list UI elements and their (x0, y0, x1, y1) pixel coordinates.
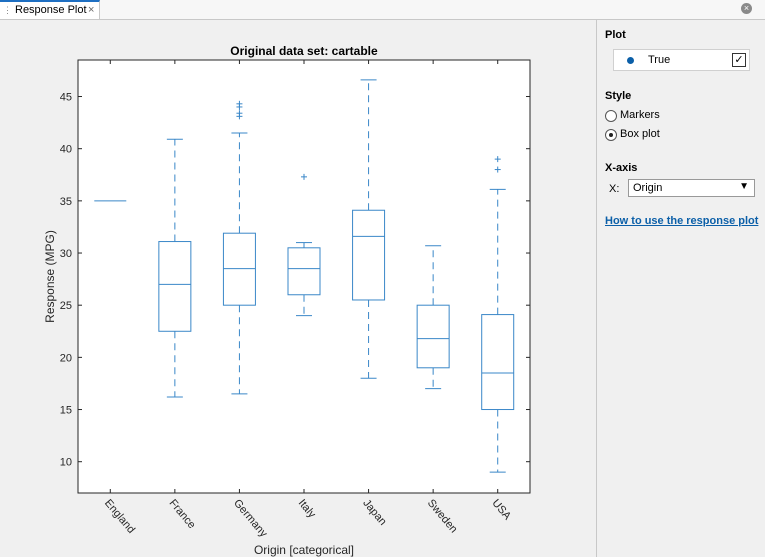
plot-area: Original data set: cartable 10 15 20 25 30 35 4… (0, 20, 596, 557)
radio-markers-button[interactable] (605, 110, 617, 122)
help-link[interactable]: How to use the response plot (605, 215, 759, 227)
tab-close-icon[interactable]: × (88, 4, 95, 16)
plot-frame (77, 59, 531, 494)
x-tick-label: France (167, 497, 198, 531)
response-boxplot: Original data set: cartable 10 15 20 25 30 35 4… (43, 44, 531, 557)
tab-title[interactable]: Response Plot (15, 4, 87, 16)
box (158, 241, 192, 332)
xaxis-heading: X-axis (605, 162, 638, 174)
y-tick-label: 30 (60, 248, 72, 260)
tab-bar: ⋮ Response Plot × × (0, 0, 765, 20)
y-tick-label: 45 (60, 92, 72, 104)
box (481, 314, 515, 411)
chart-title: Original data set: cartable (230, 44, 378, 58)
style-heading: Style (605, 90, 632, 102)
settings-panel: Plot True ✓ Style Markers Box plot X-axi… (596, 20, 765, 557)
grip-icon[interactable]: ⋮ (3, 5, 12, 15)
window-close-icon[interactable]: × (741, 3, 752, 14)
x-tick-label: Germany (231, 497, 270, 540)
y-tick-label: 35 (60, 196, 72, 208)
xaxis-label: X: (609, 183, 620, 195)
x-axis-label: Origin [categorical] (254, 543, 354, 557)
plot-heading: Plot (605, 29, 626, 41)
plot-list: True ✓ (613, 49, 750, 71)
series-label: True (648, 54, 671, 66)
x-tick-label: England (102, 497, 137, 536)
x-tick-label: Sweden (425, 497, 460, 535)
series-checkbox[interactable]: ✓ (732, 53, 746, 67)
radio-markers-label[interactable]: Markers (620, 109, 660, 121)
box (222, 232, 256, 306)
box (416, 304, 450, 369)
tab-response-plot[interactable]: ⋮ Response Plot × (0, 0, 100, 19)
box (287, 247, 321, 296)
y-tick-label: 10 (60, 457, 72, 469)
y-tick-label: 40 (60, 144, 72, 156)
y-tick-label: 20 (60, 352, 72, 364)
radio-box-plot-label[interactable]: Box plot (620, 128, 660, 140)
xaxis-dropdown[interactable]: Origin ▼ (628, 179, 755, 197)
x-tick-label: USA (489, 497, 513, 523)
xaxis-dropdown-value[interactable]: Origin (633, 182, 663, 194)
series-dot-icon (627, 57, 634, 64)
box (352, 209, 386, 301)
x-tick-label: Italy (296, 497, 318, 521)
x-tick-label: Japan (360, 497, 388, 528)
y-tick-label: 25 (60, 300, 72, 312)
radio-box-plot-button[interactable] (605, 129, 617, 141)
y-axis-label: Response (MPG) (43, 230, 57, 323)
dropdown-arrow-icon[interactable]: ▼ (739, 181, 749, 192)
y-tick-label: 15 (60, 405, 72, 417)
